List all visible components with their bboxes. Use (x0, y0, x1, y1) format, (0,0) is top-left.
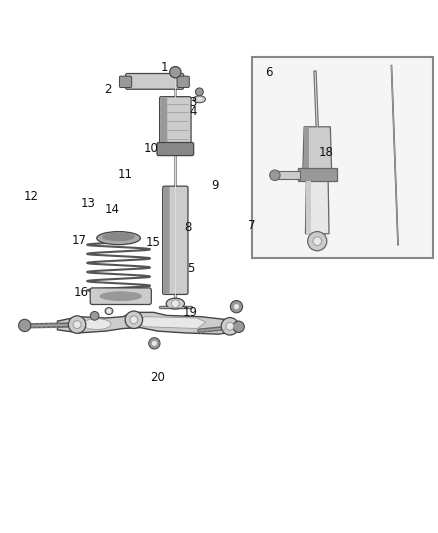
Circle shape (221, 318, 239, 335)
Polygon shape (306, 181, 311, 234)
Circle shape (171, 300, 179, 308)
Circle shape (152, 341, 157, 346)
FancyBboxPatch shape (126, 74, 184, 89)
Circle shape (73, 321, 81, 328)
Circle shape (270, 170, 280, 181)
Polygon shape (304, 127, 309, 171)
Text: 14: 14 (105, 203, 120, 216)
Ellipse shape (193, 96, 205, 103)
Circle shape (170, 67, 181, 78)
Text: 6: 6 (265, 66, 273, 79)
Ellipse shape (82, 319, 111, 329)
Circle shape (233, 321, 244, 333)
Ellipse shape (102, 232, 135, 241)
FancyBboxPatch shape (162, 186, 188, 294)
Circle shape (307, 231, 327, 251)
Bar (252, 57, 433, 258)
Text: 15: 15 (146, 236, 161, 249)
Text: 19: 19 (183, 306, 198, 319)
FancyBboxPatch shape (90, 288, 151, 304)
FancyBboxPatch shape (120, 76, 132, 87)
Polygon shape (297, 168, 337, 181)
Ellipse shape (105, 308, 113, 314)
Text: 18: 18 (318, 147, 333, 159)
Text: 5: 5 (187, 262, 194, 275)
Ellipse shape (97, 231, 141, 245)
Polygon shape (305, 181, 329, 234)
FancyBboxPatch shape (157, 142, 194, 156)
Text: 16: 16 (74, 286, 89, 299)
Text: 13: 13 (81, 197, 95, 209)
Text: 7: 7 (248, 219, 255, 231)
Ellipse shape (197, 98, 202, 101)
Ellipse shape (100, 292, 141, 301)
Circle shape (230, 301, 243, 313)
Circle shape (130, 316, 138, 324)
Circle shape (234, 304, 239, 309)
Polygon shape (276, 171, 300, 179)
Circle shape (68, 316, 86, 333)
FancyBboxPatch shape (177, 76, 189, 87)
Circle shape (106, 309, 112, 313)
Text: 20: 20 (150, 372, 165, 384)
FancyBboxPatch shape (160, 98, 167, 145)
Circle shape (90, 311, 99, 320)
Circle shape (226, 322, 234, 330)
Text: 2: 2 (104, 83, 111, 96)
Circle shape (195, 88, 203, 96)
Text: 12: 12 (24, 190, 39, 203)
Circle shape (313, 237, 321, 246)
Text: 4: 4 (189, 105, 197, 118)
Text: 8: 8 (185, 221, 192, 233)
Circle shape (18, 319, 31, 332)
Circle shape (125, 311, 143, 328)
Ellipse shape (166, 298, 184, 309)
Polygon shape (303, 127, 332, 171)
Polygon shape (57, 312, 237, 334)
FancyBboxPatch shape (163, 187, 170, 294)
Text: 3: 3 (189, 96, 197, 109)
Polygon shape (136, 317, 206, 328)
Text: 17: 17 (72, 234, 87, 247)
Text: 9: 9 (211, 179, 219, 192)
Circle shape (149, 338, 160, 349)
Text: 11: 11 (118, 168, 133, 181)
FancyBboxPatch shape (159, 96, 191, 146)
Text: 10: 10 (144, 142, 159, 155)
Text: 1: 1 (161, 61, 168, 74)
